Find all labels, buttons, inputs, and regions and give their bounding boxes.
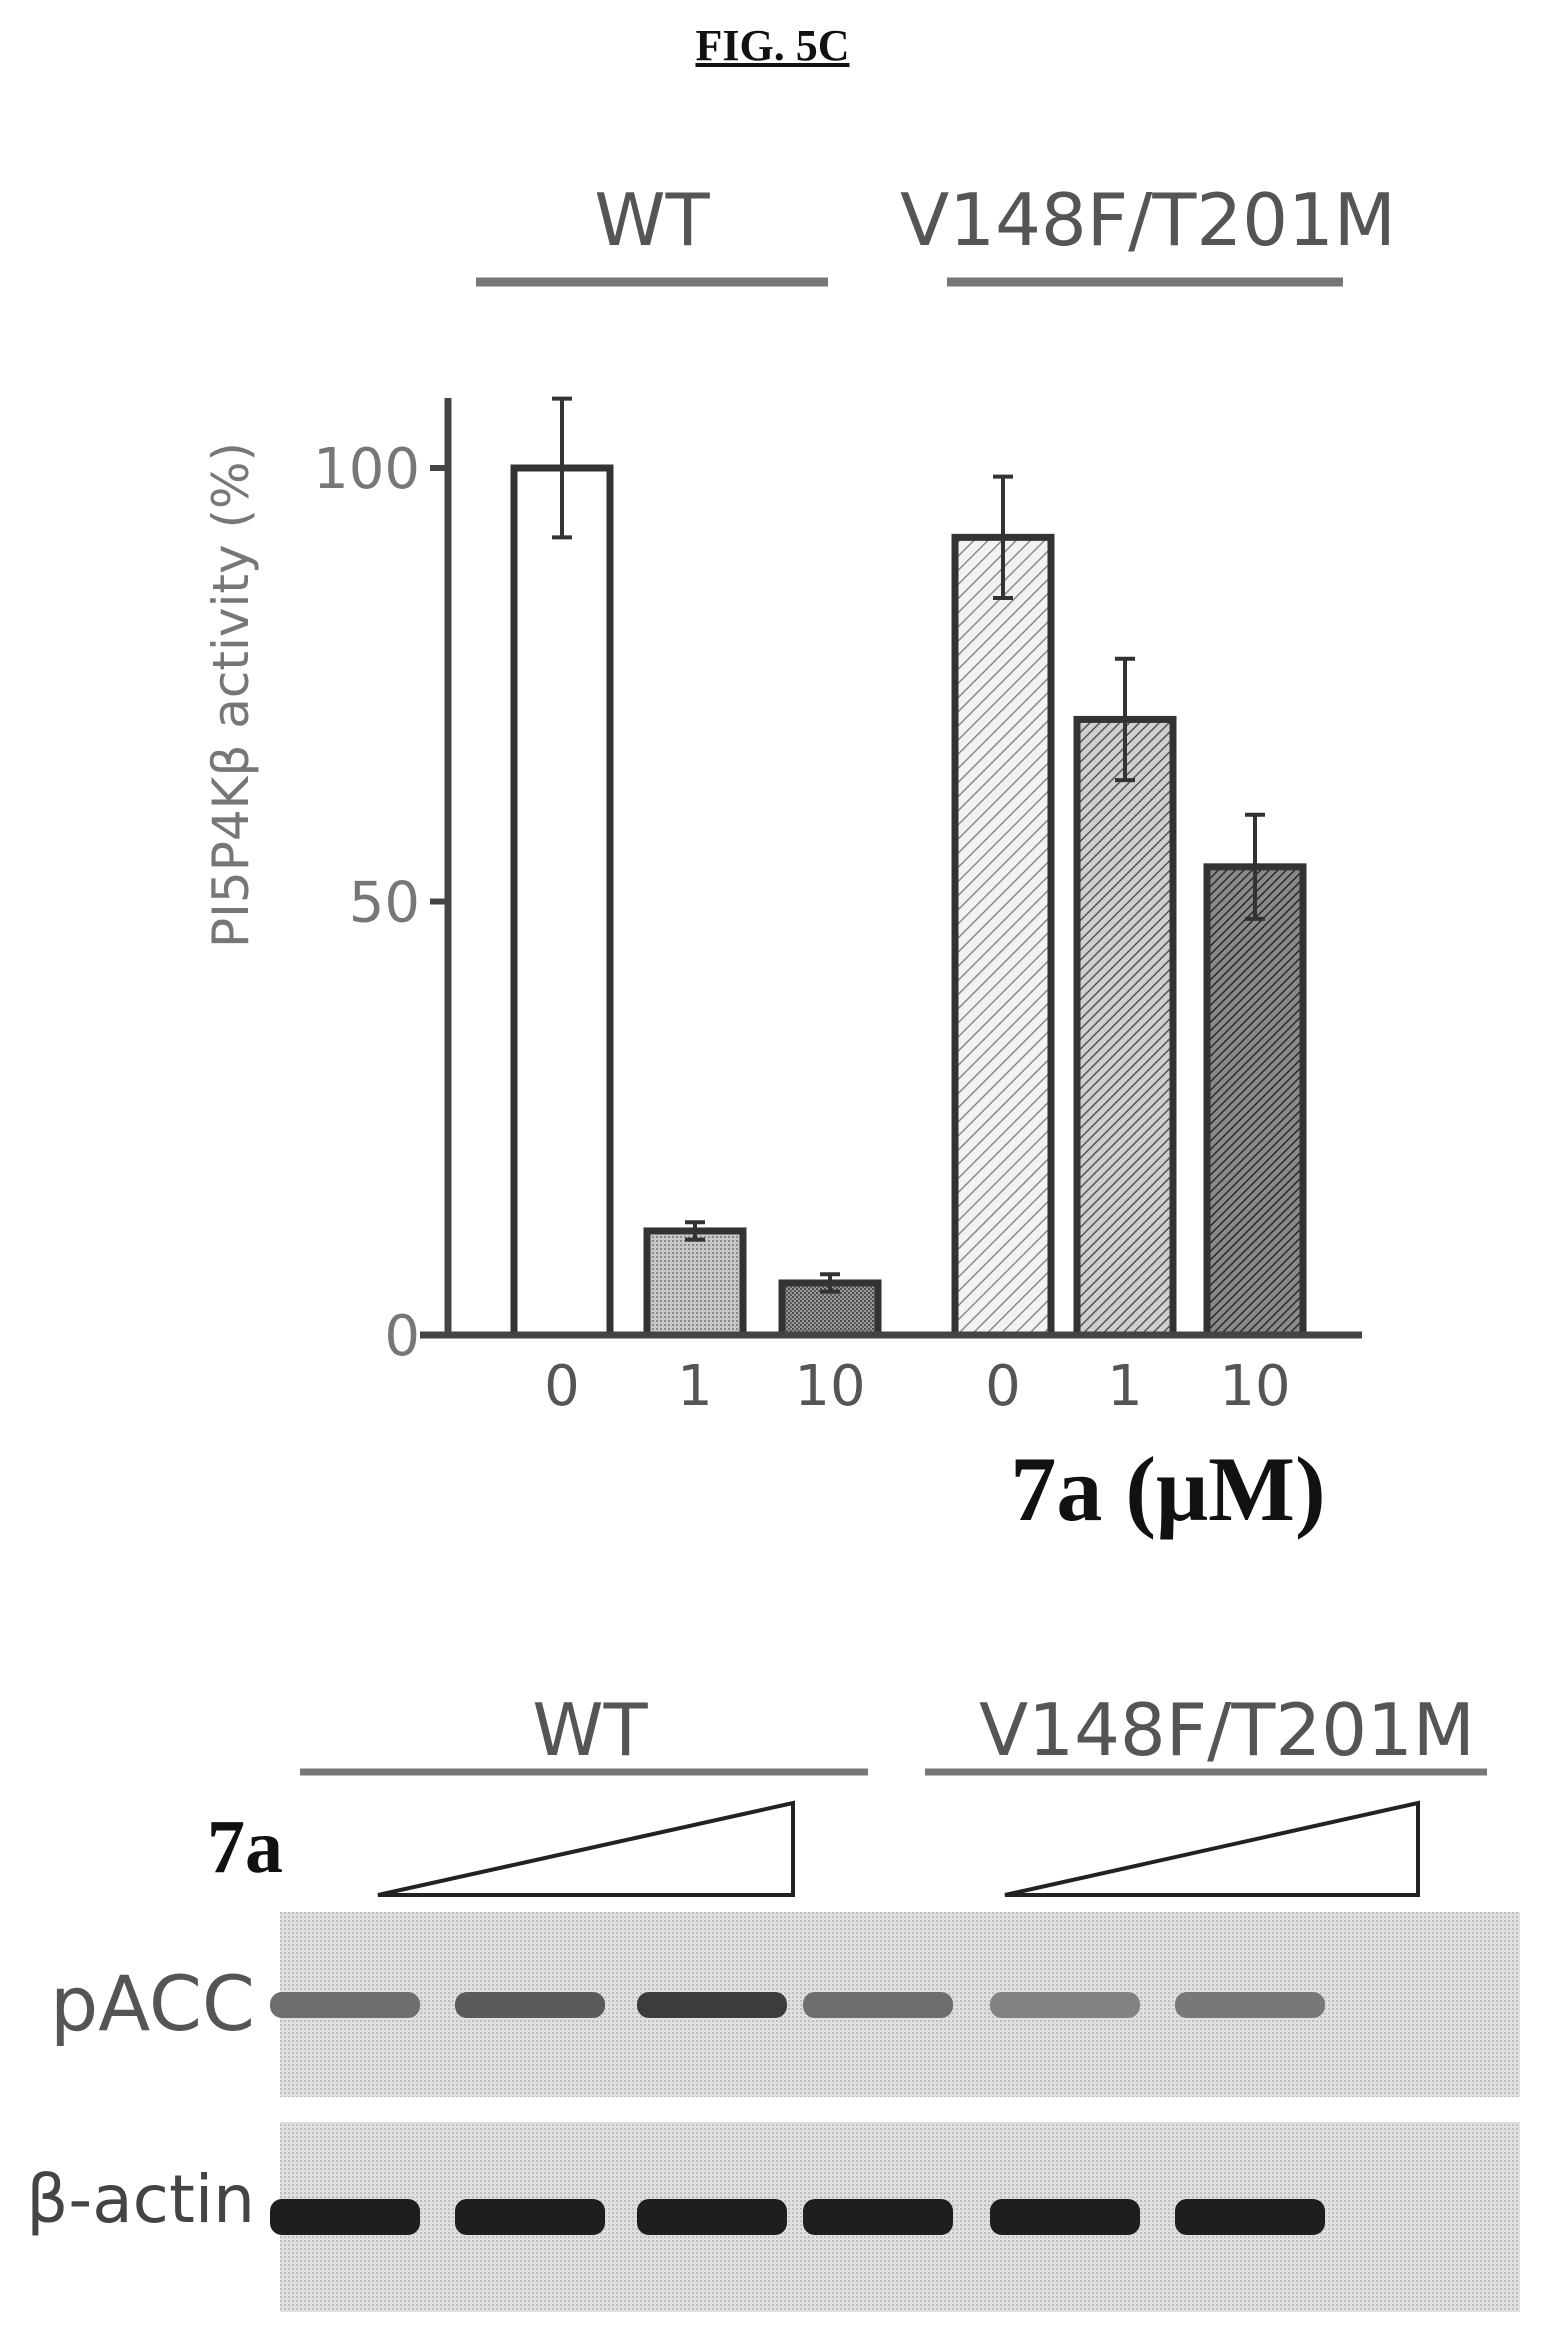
blot-group-label-mutant: V148F/T201M [979,1688,1475,1772]
blot-band-0-2 [637,1992,787,2018]
blot-band-1-4 [990,2199,1140,2235]
gradient-wedge-mutant [1004,1800,1420,1897]
figure-title: FIG. 5C [695,21,850,70]
bar-1-1 [1073,715,1177,1339]
blot-band-1-0 [270,2199,420,2235]
bars-layer [510,464,1307,1339]
x-tick-label-1-0: 0 [985,1354,1021,1419]
group-label-mutant: V148F/T201M [900,178,1396,262]
bar-0-1 [643,1227,747,1339]
y-tick-label-2: 100 [313,437,420,502]
y-axis-label: PI5P4Kβ activity (%) [202,442,260,948]
x-tick-label-1-2: 10 [1219,1354,1290,1419]
blot-band-0-1 [455,1992,605,2018]
blot-band-0-3 [803,1992,953,2018]
y-ticks-layer: 0 50 100 [313,437,448,1369]
x-tick-label-1-1: 1 [1107,1354,1143,1419]
group-label-wt: WT [594,178,710,262]
blot-band-1-1 [455,2199,605,2235]
row-label-pacc: pACC [50,1959,255,2048]
blot-band-0-4 [990,1992,1140,2018]
x-tick-label-0-0: 0 [544,1354,580,1419]
treatment-label: 7a [207,1805,283,1889]
error-bars-layer [552,396,1265,1294]
bar-1-0 [951,533,1055,1339]
blot-band-1-2 [637,2199,787,2235]
blot-group-label-wt: WT [532,1688,648,1772]
blot-bands-layer [270,1992,1325,2235]
x-axis-label: 7a (μM) [1010,1438,1325,1540]
blot-band-0-0 [270,1992,420,2018]
y-tick-label-0: 0 [384,1304,420,1369]
y-tick-label-1: 50 [349,871,420,936]
blot-band-0-5 [1175,1992,1325,2018]
bar-0-0 [510,464,614,1339]
bar-1-2 [1203,863,1307,1339]
row-label-actin: β-actin [26,2161,255,2238]
x-tick-label-0-1: 1 [677,1354,713,1419]
gradient-wedge-wt [377,1800,795,1897]
bar-chart: WT V148F/T201M PI5P4Kβ activity (%) 0 50 1… [202,178,1396,1540]
x-tick-label-0-2: 10 [794,1354,865,1419]
blot-band-1-3 [803,2199,953,2235]
western-blot: WT V148F/T201M 7a pACC β-actin [26,1688,1520,2312]
x-ticks-layer: 0 1 10 0 1 10 [544,1354,1290,1419]
blot-band-1-5 [1175,2199,1325,2235]
